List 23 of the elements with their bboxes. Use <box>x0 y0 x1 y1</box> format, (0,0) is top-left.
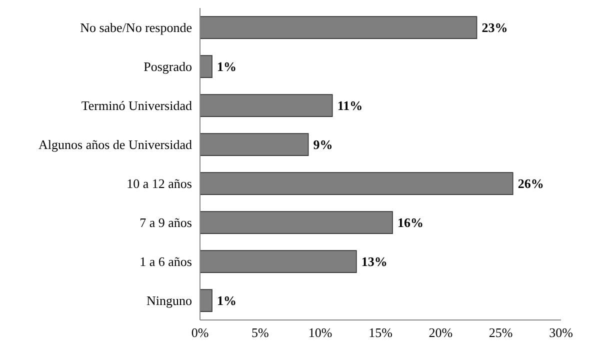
y-tick-label: No sabe/No responde <box>80 20 192 36</box>
data-label: 16% <box>398 215 424 230</box>
data-label: 1% <box>217 293 237 308</box>
x-tick-label: 10% <box>308 325 332 340</box>
data-label: 26% <box>518 176 544 192</box>
x-tick-label: 5% <box>251 325 269 340</box>
data-label: 11% <box>337 98 363 114</box>
data-label: 23% <box>482 20 508 36</box>
x-tick-label: 15% <box>368 325 393 340</box>
y-tick-label: Posgrado <box>144 59 192 74</box>
x-tick-label: 25% <box>488 325 513 340</box>
data-label: 13% <box>361 254 388 270</box>
y-tick-label: 10 a 12 años <box>126 176 192 192</box>
y-tick-label: Terminó Universidad <box>81 98 192 114</box>
y-tick-label: 1 a 6 años <box>140 254 192 270</box>
x-tick-label: 30% <box>549 325 574 340</box>
data-label: 9% <box>313 137 333 152</box>
x-tick-label: 0% <box>191 325 209 340</box>
data-label: 1% <box>217 59 237 74</box>
x-tick-label: 20% <box>428 325 453 340</box>
y-tick-label: 7 a 9 años <box>140 215 192 230</box>
y-tick-label: Ninguno <box>146 293 192 308</box>
y-tick-label: Algunos años de Universidad <box>38 137 192 152</box>
